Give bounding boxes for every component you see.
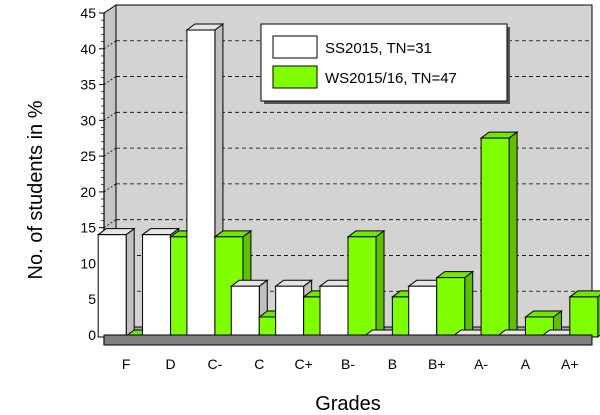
- x-tick-label: C: [254, 356, 264, 372]
- bar-ss2015: [319, 285, 349, 338]
- gridline-side: [103, 147, 117, 157]
- legend-label: SS2015, TN=31: [325, 40, 432, 57]
- bar-ss2015: [230, 285, 260, 338]
- y-tick-label: 15: [80, 220, 96, 236]
- y-tick-label: 35: [80, 77, 96, 93]
- y-tick-label: 5: [88, 291, 96, 307]
- x-tick-label: D: [165, 356, 175, 372]
- y-tick-label: 45: [80, 5, 96, 21]
- x-tick-label: C+: [294, 356, 312, 372]
- bar-ws2015-16: [569, 296, 599, 338]
- bar-ss2015: [275, 285, 305, 338]
- gridline-side: [103, 76, 117, 85]
- legend-swatch-ws2015-16: [272, 65, 318, 89]
- legend-label: WS2015/16, TN=47: [325, 70, 457, 87]
- gridline-side: [103, 219, 117, 228]
- x-tick-label: A: [521, 356, 531, 372]
- gridline-side: [103, 4, 117, 14]
- x-tick-label: B+: [428, 356, 446, 372]
- plot-floor-front: [103, 334, 593, 346]
- bar-ws2015-16: [347, 236, 377, 338]
- y-tick-label: 20: [80, 184, 96, 200]
- legend-swatch-ss2015: [272, 35, 318, 59]
- x-tick-label: B: [388, 356, 397, 372]
- bar-ws2015-16: [436, 277, 466, 338]
- bar-ws2015-16: [480, 137, 510, 338]
- x-tick-label: A-: [474, 356, 488, 372]
- bar-ss2015: [142, 234, 172, 338]
- y-tick-label: 25: [80, 148, 96, 164]
- bar-ss2015: [97, 234, 127, 338]
- x-tick-label: F: [122, 356, 131, 372]
- bar-ss2015: [186, 29, 216, 338]
- bar-ws2015-16-side: [508, 131, 518, 339]
- bar-ss2015-side: [125, 227, 135, 338]
- y-tick-label: 0: [88, 327, 96, 343]
- x-tick-label: B-: [341, 356, 355, 372]
- y-tick-label: 40: [80, 41, 96, 57]
- x-axis-title: Grades: [315, 393, 381, 415]
- gridline-side: [103, 112, 117, 121]
- bar-ss2015: [408, 285, 438, 338]
- gridline-side: [103, 40, 117, 50]
- y-axis-title: No. of students in %: [25, 100, 47, 279]
- gridline-side: [103, 183, 117, 193]
- x-tick-label: C-: [208, 356, 223, 372]
- x-tick-label: A+: [561, 356, 579, 372]
- bar-ws2015-16-side: [375, 229, 385, 338]
- bar-ws2015-16-side: [464, 270, 474, 338]
- y-tick-label: 10: [80, 255, 96, 271]
- y-tick-label: 30: [80, 112, 96, 128]
